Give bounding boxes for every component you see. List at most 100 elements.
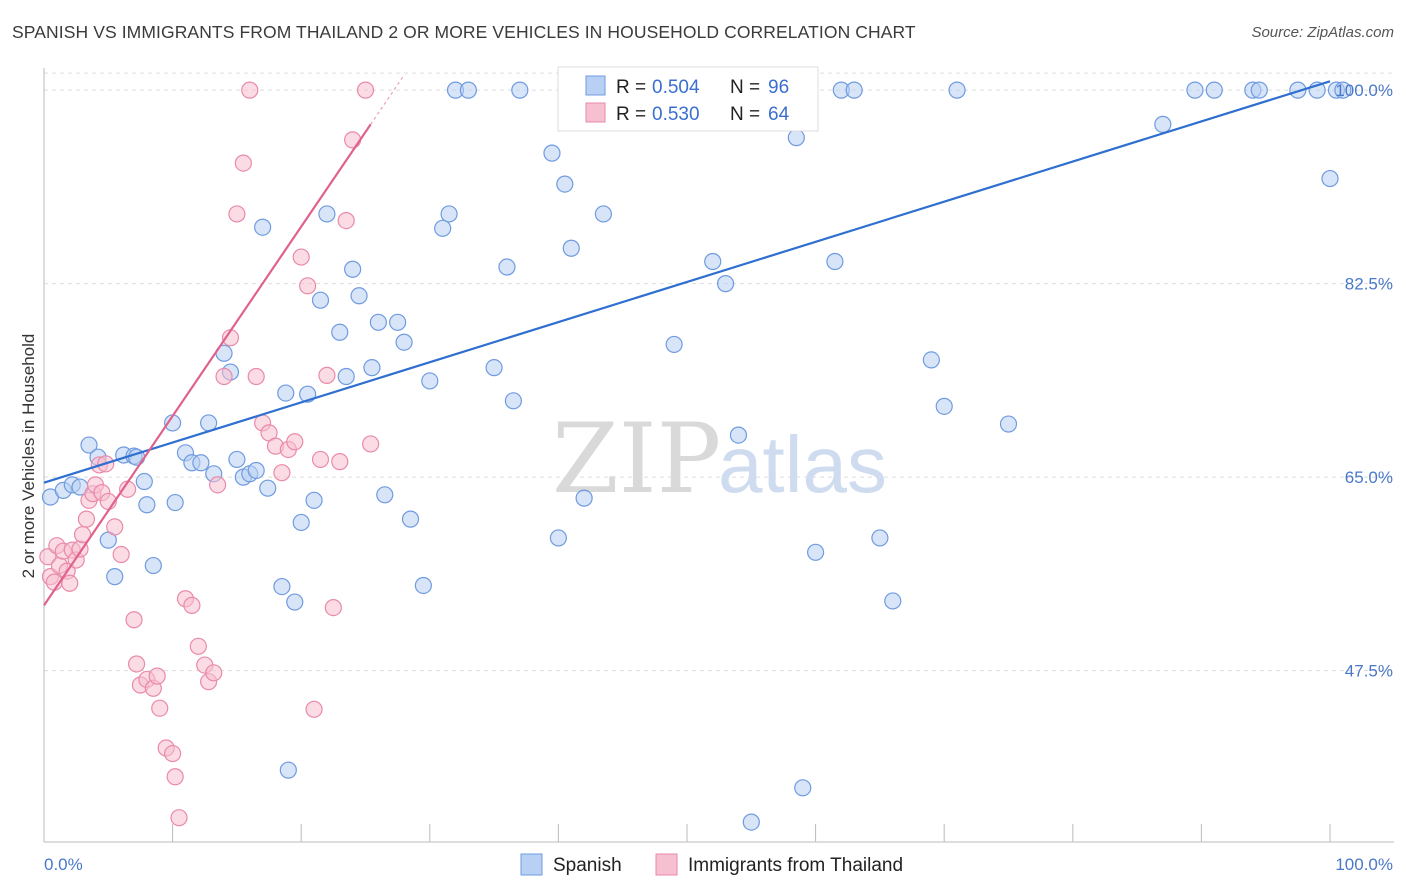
point-spanish [228, 450, 246, 469]
legend-r-label-spanish: R = [616, 77, 646, 98]
point-spanish [498, 258, 516, 276]
point-spanish [311, 291, 330, 309]
chart-title: SPANISH VS IMMIGRANTS FROM THAILAND 2 OR… [12, 22, 916, 42]
data-points [39, 81, 1352, 831]
point-spanish [318, 205, 336, 223]
point-spanish [485, 359, 503, 377]
point-thailand [228, 205, 246, 223]
point-thailand [127, 655, 146, 673]
point-spanish [305, 491, 323, 509]
point-spanish [556, 175, 574, 193]
point-spanish [575, 489, 593, 507]
point-thailand [125, 611, 143, 629]
point-thailand [273, 464, 291, 482]
point-thailand [112, 545, 130, 564]
point-spanish [922, 351, 940, 369]
trend-line-spanish [43, 80, 1331, 484]
point-spanish [350, 287, 368, 305]
point-spanish [166, 493, 184, 512]
x-tick-label-max: 100.0% [1335, 855, 1393, 874]
point-spanish [665, 335, 683, 354]
point-thailand [344, 131, 362, 149]
bottom-legend-swatch-spanish [520, 853, 543, 876]
point-spanish [871, 529, 889, 547]
point-thailand [362, 435, 380, 453]
point-spanish [1334, 81, 1352, 99]
point-spanish [543, 144, 561, 162]
legend-swatch-thailand [585, 102, 606, 123]
legend-r-value-thailand: 0.530 [652, 104, 700, 125]
legend-n-value-spanish: 96 [768, 77, 789, 98]
trend-lines [43, 74, 1331, 606]
point-spanish [279, 761, 297, 779]
legend-n-value-thailand: 64 [768, 104, 790, 125]
point-spanish [369, 313, 387, 331]
point-thailand [324, 598, 342, 617]
legend-r-label-thailand: R = [616, 104, 646, 125]
point-thailand [77, 510, 96, 528]
y-tick-label: 65.0% [1345, 468, 1393, 487]
point-spanish [1289, 81, 1307, 99]
point-thailand [247, 367, 265, 386]
point-thailand [164, 744, 182, 763]
trend-extension-thailand [370, 74, 405, 125]
source-credit: Source: ZipAtlas.com [1251, 24, 1394, 41]
tick-labels: 47.5% 65.0% 82.5% 100.0% 0.0% 100.0% [44, 81, 1393, 874]
point-spanish [395, 333, 413, 351]
point-thailand [286, 433, 304, 451]
point-spanish [742, 813, 760, 831]
point-thailand [170, 809, 188, 827]
point-spanish [259, 479, 277, 497]
axes [43, 68, 1394, 843]
y-axis-title: 2 or more Vehicles in Household [19, 334, 38, 579]
bottom-legend: Spanish Immigrants from Thailand [520, 853, 903, 876]
point-spanish [106, 568, 124, 586]
point-thailand [234, 154, 252, 172]
trend-line-thailand [43, 123, 372, 606]
point-spanish [331, 323, 349, 341]
y-tick-label: 47.5% [1345, 662, 1393, 681]
point-spanish [138, 496, 156, 514]
legend-r-value-spanish: 0.504 [652, 77, 700, 98]
point-spanish [344, 260, 362, 278]
point-spanish [1321, 169, 1339, 188]
point-thailand [305, 700, 323, 718]
point-spanish [845, 81, 863, 99]
point-spanish [511, 81, 529, 99]
point-spanish [389, 313, 407, 331]
point-thailand [61, 574, 79, 592]
point-thailand [39, 548, 57, 566]
point-thailand [166, 768, 184, 786]
point-spanish [434, 219, 452, 237]
bottom-legend-label-spanish: Spanish [553, 855, 622, 876]
point-thailand [209, 476, 227, 494]
point-spanish [277, 384, 295, 402]
point-spanish [935, 397, 953, 415]
point-spanish [948, 81, 966, 99]
point-spanish [716, 275, 735, 293]
point-spanish [1250, 81, 1268, 99]
legend: R = 0.504 N = 96 R = 0.530 N = 64 [557, 66, 819, 132]
point-spanish [414, 576, 432, 595]
point-thailand [215, 367, 233, 386]
point-spanish [1205, 81, 1223, 99]
point-thailand [241, 81, 259, 99]
watermark: ZIP atlas [552, 403, 887, 515]
legend-n-label-thailand: N = [730, 104, 760, 125]
bottom-legend-swatch-thailand [655, 853, 678, 876]
point-spanish [504, 392, 522, 410]
point-thailand [331, 453, 349, 471]
point-thailand [205, 664, 223, 682]
point-spanish [729, 426, 748, 444]
point-spanish [337, 367, 355, 386]
point-thailand [106, 518, 124, 536]
point-thailand [183, 596, 201, 614]
point-thailand [189, 637, 207, 655]
point-spanish [794, 779, 812, 797]
point-spanish [376, 486, 394, 504]
point-spanish [273, 577, 291, 596]
point-spanish [192, 454, 210, 472]
point-spanish [254, 218, 272, 236]
legend-swatch-spanish [585, 75, 606, 96]
